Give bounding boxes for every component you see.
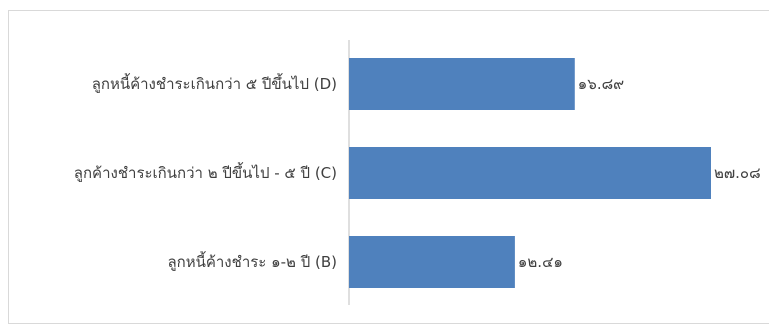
data-label-2: ๒๗.๐๘ — [714, 164, 761, 182]
data-label-1: ๑๖.๘๙ — [578, 75, 624, 93]
bar-2 — [349, 147, 711, 199]
data-label-3: ๑๒.๔๑ — [518, 253, 563, 271]
category-label-1: ลูกหนี้ค้างชำระเกินกว่า ๕ ปีขึ้นไป (D) — [92, 73, 337, 93]
bar-1 — [349, 58, 575, 110]
category-label-3: ลูกหนี้ค้างชำระ ๑-๒ ปี (B) — [167, 251, 337, 271]
bar-3 — [349, 236, 515, 288]
category-labels-group: ลูกหนี้ค้างชำระเกินกว่า ๕ ปีขึ้นไป (D) ลู… — [74, 73, 337, 271]
bars-group — [349, 58, 711, 288]
category-label-2: ลูกค้างชำระเกินกว่า ๒ ปีขึ้นไป - ๕ ปี (C… — [74, 162, 337, 182]
